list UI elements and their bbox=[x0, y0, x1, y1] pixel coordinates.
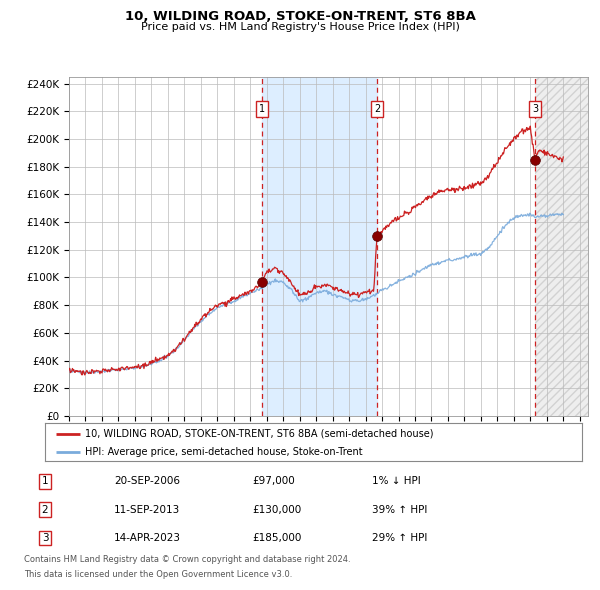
Bar bbox=[535, 77, 588, 416]
Bar bbox=[262, 77, 377, 416]
Text: 1: 1 bbox=[259, 104, 265, 114]
Text: 3: 3 bbox=[41, 533, 49, 543]
Text: 20-SEP-2006: 20-SEP-2006 bbox=[114, 477, 180, 486]
Text: 10, WILDING ROAD, STOKE-ON-TRENT, ST6 8BA (semi-detached house): 10, WILDING ROAD, STOKE-ON-TRENT, ST6 8B… bbox=[85, 429, 434, 439]
Text: 3: 3 bbox=[532, 104, 538, 114]
Text: Contains HM Land Registry data © Crown copyright and database right 2024.: Contains HM Land Registry data © Crown c… bbox=[24, 555, 350, 564]
Text: £130,000: £130,000 bbox=[252, 505, 301, 514]
Text: 1: 1 bbox=[41, 477, 49, 486]
Text: 2: 2 bbox=[374, 104, 380, 114]
Text: 29% ↑ HPI: 29% ↑ HPI bbox=[372, 533, 427, 543]
Text: 11-SEP-2013: 11-SEP-2013 bbox=[114, 505, 180, 514]
Text: HPI: Average price, semi-detached house, Stoke-on-Trent: HPI: Average price, semi-detached house,… bbox=[85, 447, 363, 457]
Text: 1% ↓ HPI: 1% ↓ HPI bbox=[372, 477, 421, 486]
Text: 14-APR-2023: 14-APR-2023 bbox=[114, 533, 181, 543]
Text: Price paid vs. HM Land Registry's House Price Index (HPI): Price paid vs. HM Land Registry's House … bbox=[140, 22, 460, 32]
Text: £97,000: £97,000 bbox=[252, 477, 295, 486]
Text: £185,000: £185,000 bbox=[252, 533, 301, 543]
Text: 10, WILDING ROAD, STOKE-ON-TRENT, ST6 8BA: 10, WILDING ROAD, STOKE-ON-TRENT, ST6 8B… bbox=[125, 10, 475, 23]
Text: 39% ↑ HPI: 39% ↑ HPI bbox=[372, 505, 427, 514]
Text: This data is licensed under the Open Government Licence v3.0.: This data is licensed under the Open Gov… bbox=[24, 570, 292, 579]
Text: 2: 2 bbox=[41, 505, 49, 514]
